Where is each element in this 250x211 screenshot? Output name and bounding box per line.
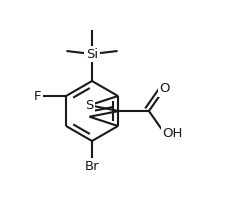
Text: OH: OH <box>162 127 183 140</box>
Text: Br: Br <box>85 160 99 173</box>
Text: O: O <box>159 82 170 95</box>
Text: S: S <box>85 99 94 112</box>
Text: F: F <box>34 89 41 103</box>
Text: Si: Si <box>86 47 98 61</box>
